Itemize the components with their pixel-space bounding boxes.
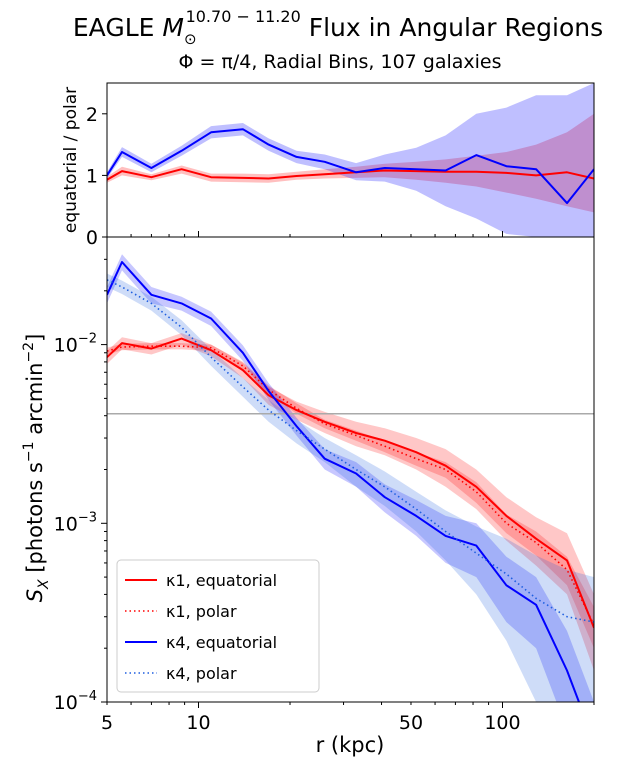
main-line-0: [107, 337, 594, 629]
ratio-band-1: [107, 83, 594, 237]
ratio-y-axis-label: equatorial / polar: [61, 87, 81, 233]
legend: κ1, equatorial κ1, polar κ4, equatorial κ4,…: [116, 559, 320, 693]
main-band-0: [107, 333, 594, 671]
main-x-ticks: 5 10 50 100: [101, 231, 595, 734]
main-line-2: [107, 261, 581, 702]
main-y-ticks: 10−4 10−3 10−2: [54, 236, 107, 714]
ratio-panel: 0 1 2 equatorial / polar: [61, 82, 595, 249]
legend-box: [116, 559, 320, 693]
ratio-plot-area: [107, 83, 594, 237]
ratio-line-1: [107, 128, 594, 205]
legend-label-0: κ1, equatorial: [166, 571, 277, 590]
main-plot-area: [107, 254, 594, 702]
x-axis-label: r (kpc): [316, 733, 385, 757]
ratio-y-tick-label: 0: [86, 227, 98, 249]
main-y-tick-label: 10−2: [54, 332, 97, 357]
ratio-y-ticks: 0 1 2: [86, 104, 107, 249]
x-tick-label: 50: [399, 712, 423, 734]
ratio-y-tick-label: 1: [86, 165, 98, 187]
ratio-line-0: [107, 168, 594, 181]
ratio-y-tick-label: 2: [86, 104, 98, 126]
main-band-2: [107, 254, 594, 702]
x-tick-label: 10: [186, 712, 210, 734]
legend-entries: κ1, equatorial κ1, polar κ4, equatorial κ4,…: [125, 571, 277, 683]
chart-subtitle: Φ = π/4, Radial Bins, 107 galaxies: [178, 51, 501, 73]
main-y-axis-label: SX [photons s−1 arcmin−2]: [21, 334, 52, 603]
main-y-tick-label: 10−4: [54, 689, 97, 714]
main-line-3: [107, 279, 594, 623]
main-y-tick-label: 10−3: [54, 510, 97, 535]
main-panel: 10−4 10−3 10−2 5 10 50 100 r (kpc) SX [photon…: [21, 231, 595, 757]
legend-label-2: κ4, equatorial: [166, 633, 277, 652]
chart-title: EAGLE M⊙10.70 − 11.20 Flux in Angular Re…: [73, 7, 603, 48]
legend-label-3: κ4, polar: [166, 664, 237, 683]
x-tick-label: 5: [101, 712, 113, 734]
legend-label-1: κ1, polar: [166, 602, 237, 621]
x-tick-label: 100: [484, 712, 520, 734]
main-band-3: [107, 273, 594, 702]
